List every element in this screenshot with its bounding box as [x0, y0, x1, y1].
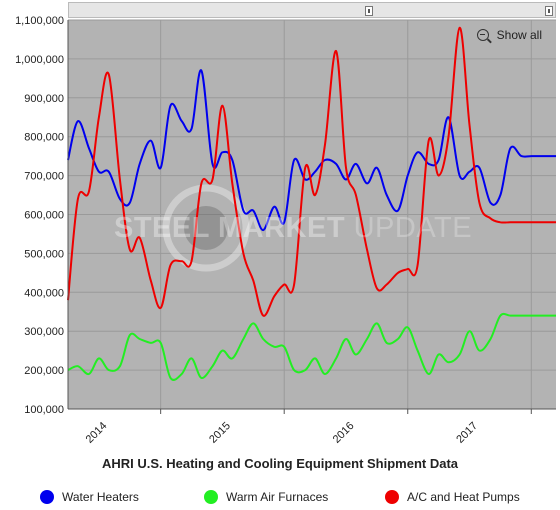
series-layer — [67, 26, 556, 381]
legend-marker-warm-air-furnaces — [204, 490, 218, 504]
legend-marker-ac-heat-pumps — [385, 490, 399, 504]
y-tick-label: 900,000 — [24, 93, 64, 105]
x-tick-label: 2015 — [207, 420, 233, 446]
y-tick-label: 300,000 — [24, 326, 64, 338]
scroll-handle-right[interactable] — [545, 6, 553, 16]
y-tick-label: 700,000 — [24, 171, 64, 183]
zoom-out-icon — [476, 29, 489, 41]
y-tick-label: 100,000 — [24, 404, 64, 416]
legend-label-water-heaters: Water Heaters — [62, 490, 139, 504]
scroll-handle-left[interactable] — [365, 6, 373, 16]
y-tick-label: 1,100,000 — [15, 15, 64, 27]
series-line-water-heaters[interactable] — [67, 69, 556, 232]
y-tick-label: 800,000 — [24, 132, 64, 144]
series-line-warm-air-furnaces[interactable] — [67, 312, 556, 381]
legend-item-ac-heat-pumps[interactable]: A/C and Heat Pumps — [385, 490, 520, 504]
legend: Water Heaters Warm Air Furnaces A/C and … — [0, 490, 560, 510]
y-tick-label: 500,000 — [24, 248, 64, 260]
chart-title: AHRI U.S. Heating and Cooling Equipment … — [101, 456, 459, 471]
legend-label-warm-air-furnaces: Warm Air Furnaces — [226, 490, 329, 504]
legend-item-water-heaters[interactable]: Water Heaters — [40, 490, 139, 504]
series-line-ac-heat-pumps[interactable] — [67, 26, 556, 317]
y-tick-label: 200,000 — [24, 365, 64, 377]
y-tick-label: 1,000,000 — [15, 54, 64, 66]
y-tick-label: 600,000 — [24, 210, 64, 222]
y-axis: 100,000 200,000 300,000 400,000 500,000 600,0… — [15, 15, 64, 416]
legend-label-ac-heat-pumps: A/C and Heat Pumps — [407, 490, 520, 504]
x-tick-label: 2014 — [84, 420, 110, 446]
show-all-label: Show all — [496, 28, 542, 42]
legend-item-warm-air-furnaces[interactable]: Warm Air Furnaces — [204, 490, 328, 504]
grid-lines — [68, 19, 556, 410]
y-tick-label: 400,000 — [24, 287, 64, 299]
show-all-button[interactable]: Show all — [476, 28, 542, 42]
watermark-text: STEEL MARKET UPDATE — [114, 212, 473, 244]
x-tick-label: 2017 — [454, 420, 480, 446]
x-tick-label: 2016 — [331, 420, 357, 446]
range-scrollbar[interactable] — [68, 2, 556, 18]
legend-marker-water-heaters — [40, 490, 54, 504]
x-axis: 2014 2015 2016 2017 — [84, 409, 532, 446]
